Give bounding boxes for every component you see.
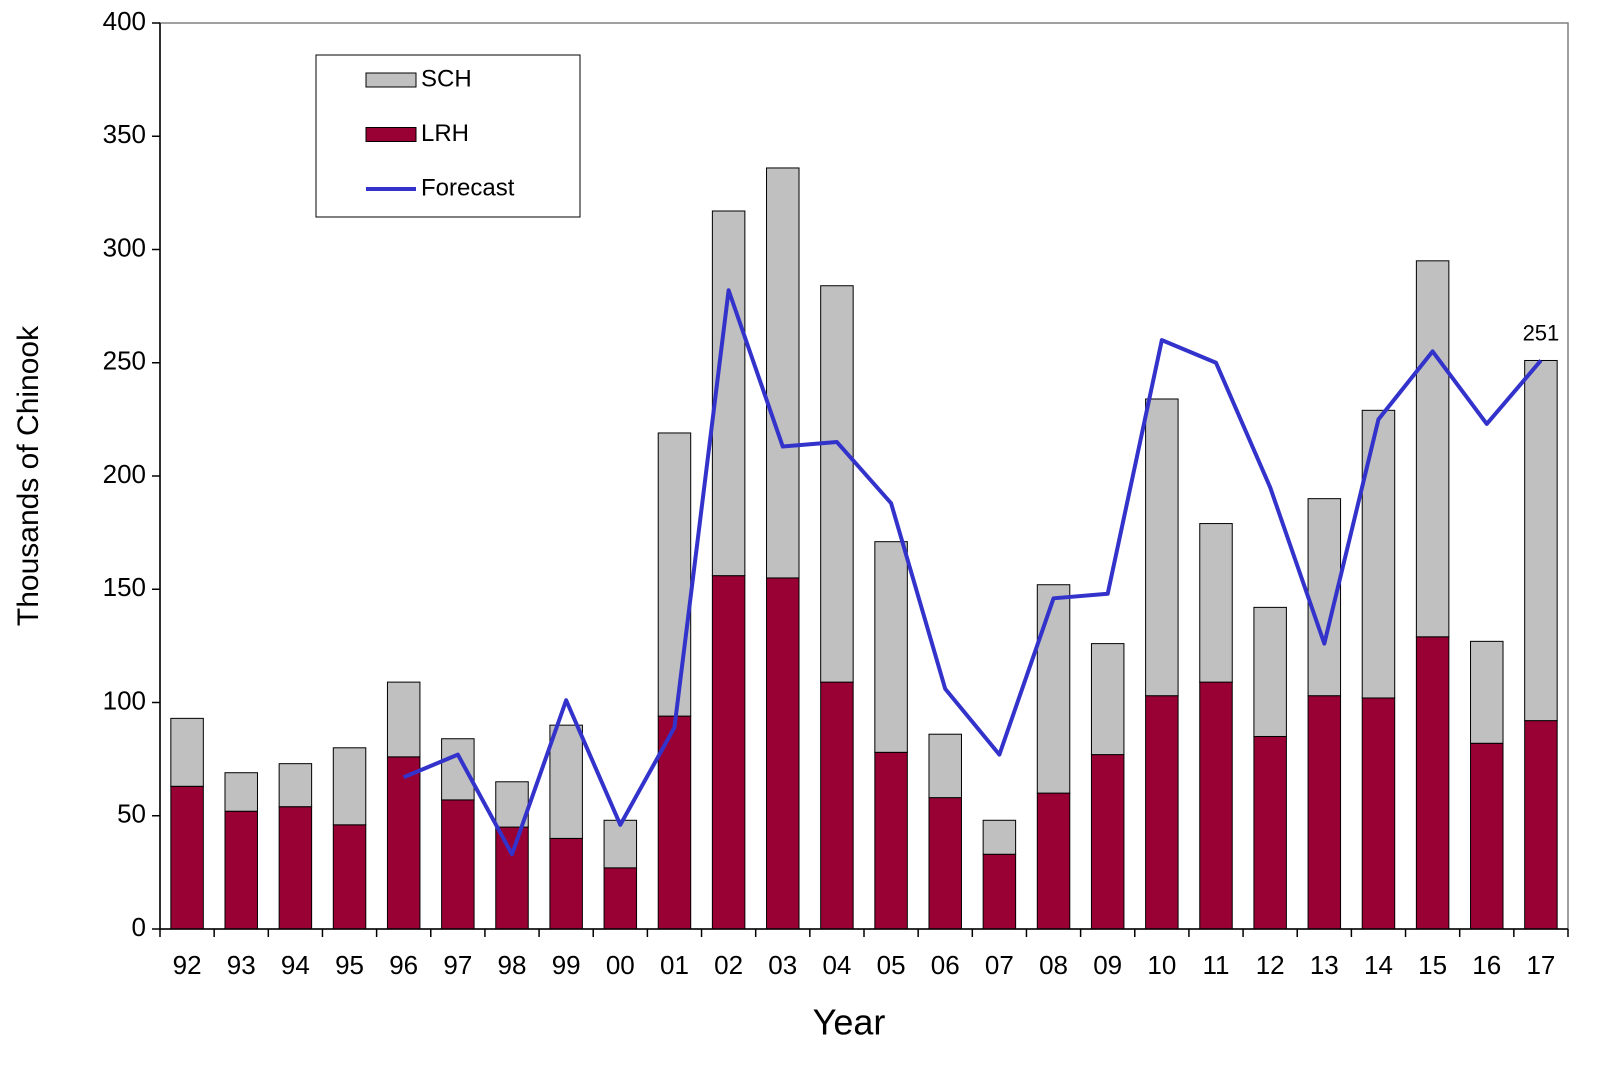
x-tick-label: 10	[1147, 950, 1176, 980]
bar	[1361, 697, 1396, 930]
x-tick-label: 07	[985, 950, 1014, 980]
bar	[332, 747, 367, 826]
x-tick-label: 17	[1526, 950, 1555, 980]
bar	[1145, 695, 1179, 930]
x-tick-label: 94	[281, 950, 310, 980]
bar	[603, 819, 638, 869]
x-tick-label: 03	[768, 950, 797, 980]
bar	[170, 785, 204, 930]
x-tick-label: 92	[173, 950, 202, 980]
x-tick-label: 96	[389, 950, 418, 980]
bar	[170, 717, 204, 787]
bar	[332, 824, 367, 930]
x-tick-label: 05	[877, 950, 906, 980]
legend-label: LRH	[421, 120, 469, 147]
legend-label: Forecast	[421, 174, 515, 201]
y-tick-label: 250	[103, 346, 146, 376]
data-label: 251	[1523, 320, 1560, 345]
y-tick-label: 50	[117, 799, 146, 829]
bar	[278, 763, 313, 808]
bar	[820, 285, 854, 683]
bar	[711, 575, 746, 930]
y-tick-label: 400	[103, 6, 146, 36]
bar	[820, 681, 854, 930]
x-tick-label: 15	[1418, 950, 1447, 980]
x-tick-label: 98	[498, 950, 527, 980]
x-tick-label: 11	[1203, 950, 1230, 980]
legend-swatch	[365, 127, 417, 142]
bar	[1415, 260, 1450, 638]
bar	[1253, 606, 1287, 737]
x-tick-label: 02	[714, 950, 743, 980]
bar	[766, 577, 800, 930]
x-tick-label: 16	[1472, 950, 1501, 980]
y-tick-label: 100	[103, 685, 146, 715]
bar	[441, 799, 475, 930]
y-tick-label: 0	[132, 912, 146, 942]
bar	[495, 826, 529, 930]
bar	[657, 432, 692, 717]
bar	[1253, 735, 1287, 930]
bar	[278, 806, 313, 930]
bar	[224, 772, 258, 812]
x-tick-label: 08	[1039, 950, 1068, 980]
bar	[386, 681, 421, 758]
bar	[441, 738, 475, 801]
y-tick-label: 300	[103, 232, 146, 262]
bar	[874, 751, 908, 930]
bar	[928, 733, 962, 799]
bar	[603, 867, 638, 930]
bar	[1415, 636, 1450, 930]
bar	[982, 853, 1017, 930]
x-tick-label: 09	[1093, 950, 1122, 980]
y-tick-label: 350	[103, 119, 146, 149]
forecast-line	[402, 288, 1543, 857]
bar	[1524, 359, 1558, 722]
bar	[224, 810, 258, 930]
bar	[1470, 742, 1504, 930]
bar	[1036, 584, 1071, 794]
bar	[874, 541, 908, 753]
x-tick-label: 00	[606, 950, 635, 980]
bar	[1199, 523, 1233, 683]
legend-label: SCH	[421, 65, 472, 92]
y-axis-label: Thousands of Chinook	[12, 325, 45, 626]
bar	[1145, 398, 1179, 697]
bar	[928, 797, 962, 930]
x-tick-label: 13	[1310, 950, 1339, 980]
y-tick-label: 200	[103, 459, 146, 489]
x-tick-label: 99	[552, 950, 581, 980]
x-tick-label: 93	[227, 950, 256, 980]
x-tick-label: 01	[660, 950, 689, 980]
x-tick-label: 95	[335, 950, 364, 980]
bar	[1470, 640, 1504, 744]
x-tick-label: 06	[931, 950, 960, 980]
bar	[1090, 754, 1125, 930]
bar	[982, 819, 1017, 855]
legend-box	[315, 54, 581, 218]
bar	[1199, 681, 1233, 930]
x-tick-label: 12	[1256, 950, 1285, 980]
bar	[549, 837, 583, 930]
bar	[1361, 409, 1396, 699]
x-axis-label: Year	[813, 1002, 886, 1043]
bar	[386, 756, 421, 930]
bar	[1036, 792, 1071, 930]
bar	[1090, 643, 1125, 756]
x-tick-label: 14	[1364, 950, 1393, 980]
bar	[549, 724, 583, 839]
x-tick-label: 97	[443, 950, 472, 980]
bar	[1307, 695, 1342, 930]
x-tick-label: 04	[822, 950, 851, 980]
bar	[766, 167, 800, 579]
legend-swatch	[365, 72, 417, 88]
y-tick-label: 150	[103, 572, 146, 602]
bar	[1524, 720, 1558, 930]
